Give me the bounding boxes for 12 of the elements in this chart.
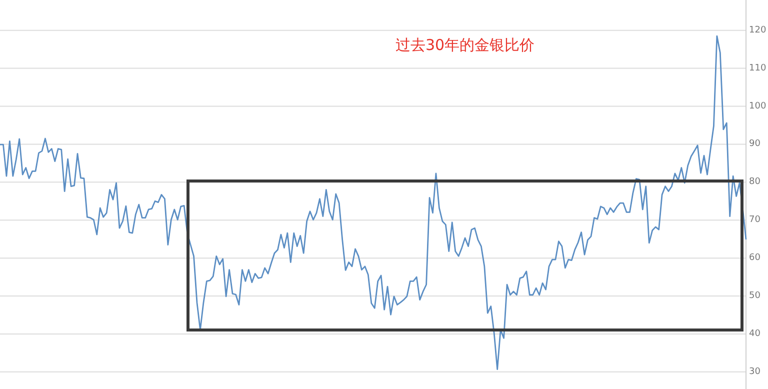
y-tick-label: 110 [749,63,766,74]
y-tick-label: 60 [749,253,761,264]
y-tick-label: 100 [749,101,766,112]
y-tick-label: 40 [749,328,761,339]
line-series [0,35,747,370]
y-tick-label: 120 [749,25,766,36]
y-tick-label: 80 [749,177,761,188]
y-tick-label: 30 [749,366,761,377]
y-tick-label: 50 [749,291,761,302]
y-tick-label: 70 [749,215,761,226]
y-tick-label: 90 [749,139,761,150]
text: 过去30年的金银比价 [395,36,535,54]
